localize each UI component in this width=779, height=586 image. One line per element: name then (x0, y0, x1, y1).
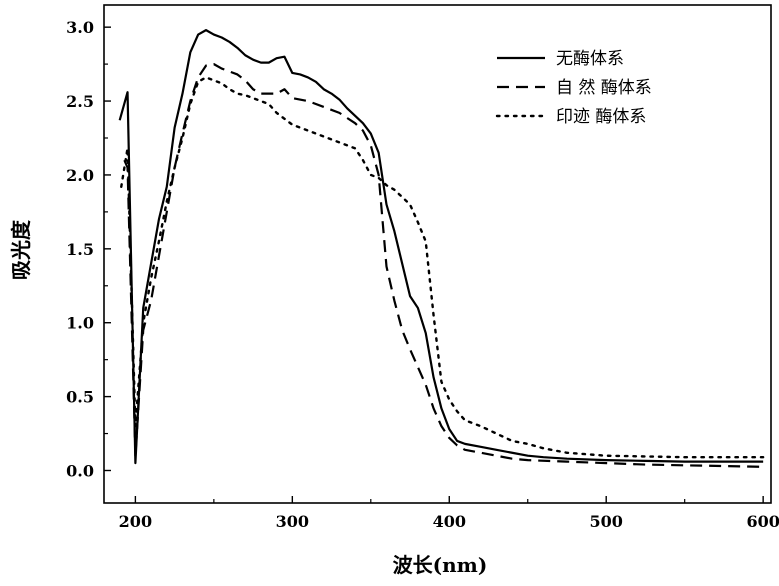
x-tick-label: 500 (590, 512, 623, 531)
y-tick-label: 3.0 (66, 18, 94, 37)
legend-label-1: 自 然 酶体系 (556, 78, 652, 98)
x-tick-label: 400 (433, 512, 466, 531)
x-axis-label: 波长(nm) (393, 553, 488, 577)
legend: 无酶体系自 然 酶体系印迹 酶体系 (497, 49, 652, 127)
y-tick-label: 0.5 (66, 388, 94, 407)
ticks: 200 300 400 500 600 0.0 0.5 1.0 1.5 2.0 2.5 3.0 (66, 18, 779, 531)
y-tick-label: 0.0 (66, 461, 94, 480)
series-lines (120, 30, 763, 467)
legend-label-0: 无酶体系 (556, 49, 624, 69)
x-tick-label: 200 (119, 512, 152, 531)
y-tick-label: 1.0 (66, 314, 94, 333)
y-axis-label: 吸光度 (9, 219, 33, 280)
series-line-2 (121, 77, 763, 457)
y-tick-label: 2.0 (66, 166, 94, 185)
legend-label-2: 印迹 酶体系 (556, 107, 646, 127)
y-tick-label: 1.5 (66, 240, 94, 259)
series-line-0 (120, 30, 763, 463)
series-line-1 (124, 64, 763, 467)
x-tick-label: 600 (746, 512, 779, 531)
y-tick-label: 2.5 (66, 92, 94, 111)
x-tick-label: 300 (276, 512, 309, 531)
